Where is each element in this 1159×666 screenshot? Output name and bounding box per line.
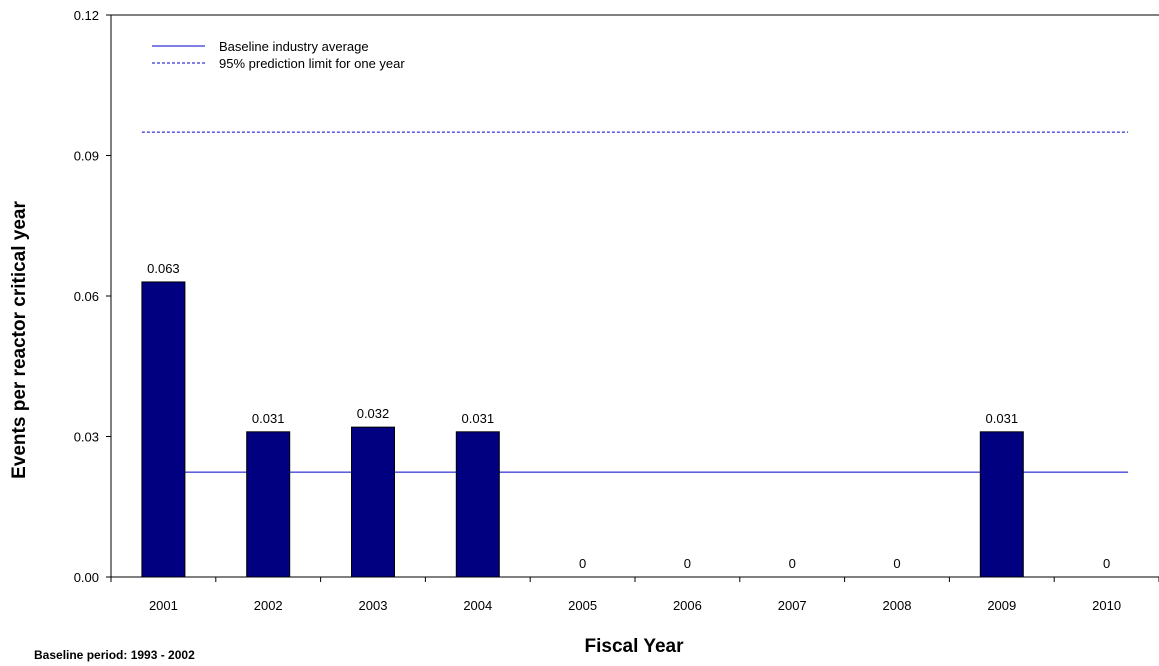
x-tick-label: 2007 <box>778 598 807 613</box>
x-tick-label: 2008 <box>883 598 912 613</box>
x-tick-label: 2001 <box>149 598 178 613</box>
y-tick-label: 0.09 <box>74 149 99 164</box>
x-axis-ticks: 2001 2002 2003 2004 2005 2006 2007 2008 2009 2010 <box>110 577 1159 613</box>
data-label: 0 <box>579 556 586 571</box>
data-label: 0.031 <box>986 411 1019 426</box>
data-labels: 0.063 0.031 0.032 0.031 0 0 0 0 0.031 0 <box>147 261 1110 571</box>
bar <box>455 431 500 578</box>
bars <box>141 281 1129 578</box>
y-tick-label: 0.12 <box>74 8 99 23</box>
x-tick-label: 2003 <box>359 598 388 613</box>
data-label: 0 <box>684 556 691 571</box>
x-tick-label: 2002 <box>254 598 283 613</box>
x-tick-label: 2009 <box>987 598 1016 613</box>
y-axis-ticks: 0.00 0.03 0.06 0.09 0.12 <box>74 8 111 585</box>
data-label: 0 <box>789 556 796 571</box>
legend-label: 95% prediction limit for one year <box>219 56 405 71</box>
bar <box>351 426 395 578</box>
y-axis-label: Events per reactor critical year <box>9 201 30 479</box>
baseline-period-note: Baseline period: 1993 - 2002 <box>34 648 195 662</box>
x-axis-label: Fiscal Year <box>585 636 685 657</box>
data-label: 0.063 <box>147 261 180 276</box>
x-tick-label: 2004 <box>463 598 492 613</box>
legend: Baseline industry average 95% prediction … <box>152 39 405 71</box>
data-label: 0.032 <box>357 406 390 421</box>
bar <box>246 431 291 578</box>
data-label: 0.031 <box>462 411 495 426</box>
data-label: 0.031 <box>252 411 285 426</box>
legend-label: Baseline industry average <box>219 39 369 54</box>
x-tick-label: 2010 <box>1092 598 1121 613</box>
x-tick-label: 2005 <box>568 598 597 613</box>
bar <box>141 281 186 578</box>
x-tick-label: 2006 <box>673 598 702 613</box>
data-label: 0 <box>1103 556 1110 571</box>
y-tick-label: 0.00 <box>74 570 99 585</box>
y-tick-label: 0.06 <box>74 289 99 304</box>
bar <box>979 431 1024 578</box>
y-tick-label: 0.03 <box>74 430 99 445</box>
data-label: 0 <box>893 556 900 571</box>
reference-lines <box>141 131 1129 473</box>
